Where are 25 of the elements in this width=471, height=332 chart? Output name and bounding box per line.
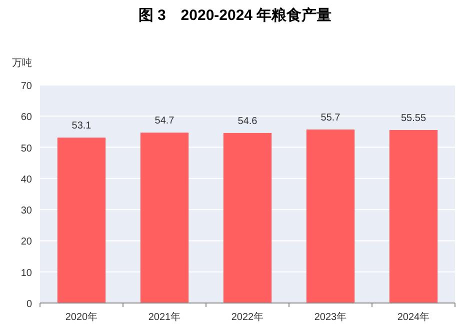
x-tick-label: 2023年 [314,311,347,323]
bar [223,132,272,303]
x-tick-label: 2024年 [397,311,430,323]
y-tick-label: 30 [20,206,32,217]
chart-title: 图 3 2020-2024 年粮食产量 [138,7,332,24]
y-tick-label: 60 [20,112,32,124]
y-tick-label: 20 [20,236,32,248]
y-tick-label: 40 [20,174,32,186]
x-tick-label: 2021年 [148,311,181,323]
data-label: 55.55 [400,113,426,124]
y-tick-label: 70 [20,81,32,92]
y-tick-label: 10 [20,268,32,279]
bar [389,130,438,303]
data-label: 54.7 [154,116,175,127]
y-axis-title: 万吨 [12,57,32,69]
y-tick-label: 50 [20,143,32,154]
bar [140,132,189,303]
bar [306,130,355,303]
data-label: 53.1 [72,120,92,132]
x-tick-label: 2022年 [231,311,264,323]
data-label: 54.6 [238,116,258,127]
bar [57,138,106,303]
y-tick-label: 0 [26,299,32,310]
x-tick-label: 2020年 [65,311,98,323]
data-label: 55.7 [320,112,341,124]
